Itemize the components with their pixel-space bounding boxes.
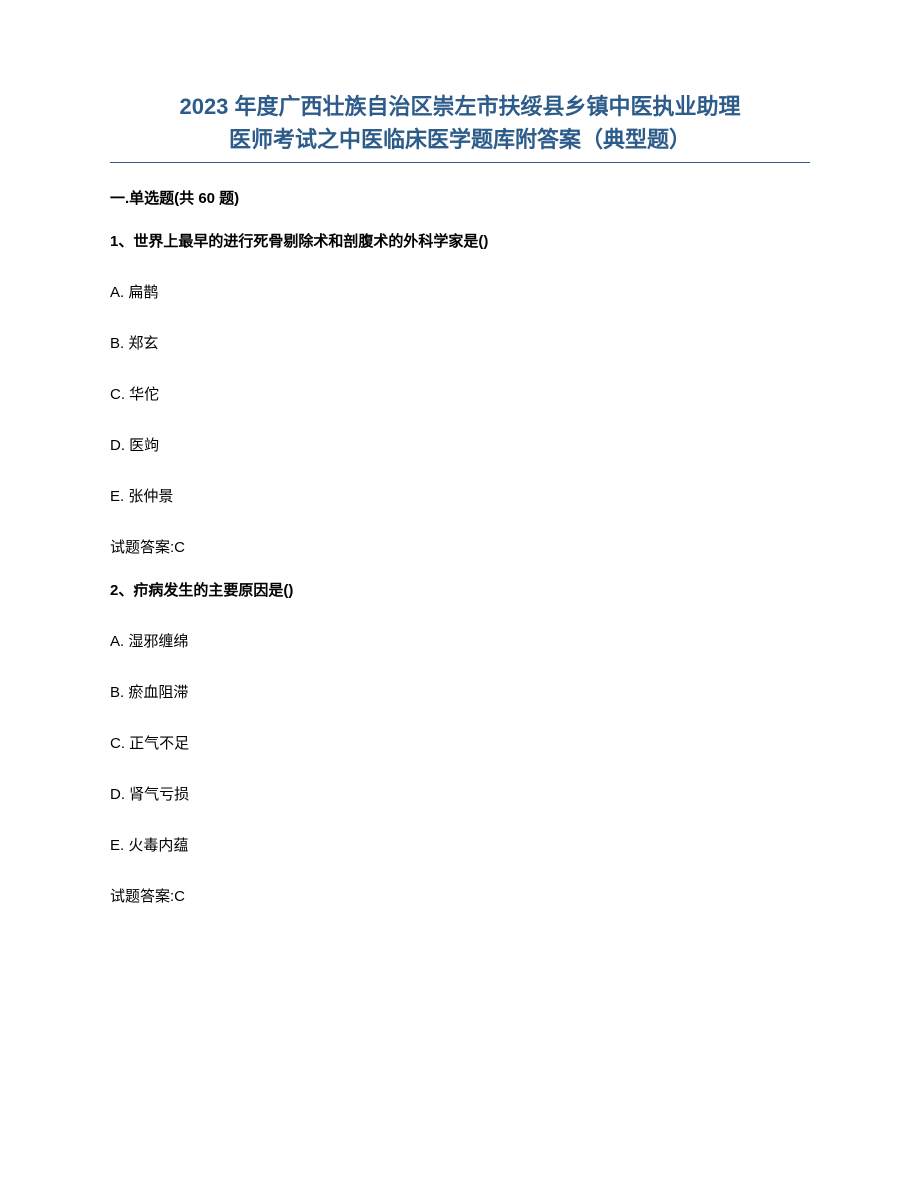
option-text: 医竘 bbox=[129, 437, 159, 454]
question-2-text: 2、疖病发生的主要原因是() bbox=[110, 579, 810, 600]
option-text: 瘀血阻滞 bbox=[128, 684, 188, 701]
answer-value: C bbox=[174, 888, 185, 905]
option-text: 扁鹊 bbox=[128, 284, 158, 301]
question-2-option-b: B. 瘀血阻滞 bbox=[110, 681, 810, 702]
option-label: E. bbox=[110, 837, 124, 854]
question-2-number: 2、 bbox=[110, 582, 133, 599]
question-1-option-e: E. 张仲景 bbox=[110, 485, 810, 506]
title-line-2: 医师考试之中医临床医学题库附答案（典型题） bbox=[110, 123, 810, 156]
option-label: B. bbox=[110, 684, 124, 701]
option-text: 火毒内蕴 bbox=[128, 837, 188, 854]
question-1-option-c: C. 华佗 bbox=[110, 383, 810, 404]
question-1-content: 世界上最早的进行死骨剔除术和剖腹术的外科学家是() bbox=[133, 233, 488, 250]
option-text: 张仲景 bbox=[128, 488, 173, 505]
question-1-answer: 试题答案:C bbox=[110, 536, 810, 557]
question-1-text: 1、世界上最早的进行死骨剔除术和剖腹术的外科学家是() bbox=[110, 230, 810, 251]
title-line-1: 2023 年度广西壮族自治区崇左市扶绥县乡镇中医执业助理 bbox=[110, 90, 810, 123]
question-2-content: 疖病发生的主要原因是() bbox=[133, 582, 293, 599]
option-text: 正气不足 bbox=[129, 735, 189, 752]
question-1-option-b: B. 郑玄 bbox=[110, 332, 810, 353]
section-header: 一.单选题(共 60 题) bbox=[110, 187, 810, 208]
option-label: A. bbox=[110, 284, 124, 301]
option-label: A. bbox=[110, 633, 124, 650]
question-2-option-e: E. 火毒内蕴 bbox=[110, 834, 810, 855]
question-2-option-c: C. 正气不足 bbox=[110, 732, 810, 753]
question-2-option-d: D. 肾气亏损 bbox=[110, 783, 810, 804]
question-1-option-a: A. 扁鹊 bbox=[110, 281, 810, 302]
option-label: D. bbox=[110, 437, 125, 454]
title-underline bbox=[110, 162, 810, 163]
option-label: C. bbox=[110, 386, 125, 403]
option-label: D. bbox=[110, 786, 125, 803]
answer-prefix: 试题答案: bbox=[110, 539, 174, 556]
question-1-number: 1、 bbox=[110, 233, 133, 250]
option-label: B. bbox=[110, 335, 124, 352]
question-2: 2、疖病发生的主要原因是() A. 湿邪缠绵 B. 瘀血阻滞 C. 正气不足 D… bbox=[110, 579, 810, 906]
question-2-answer: 试题答案:C bbox=[110, 885, 810, 906]
answer-prefix: 试题答案: bbox=[110, 888, 174, 905]
question-1-option-d: D. 医竘 bbox=[110, 434, 810, 455]
option-label: C. bbox=[110, 735, 125, 752]
option-label: E. bbox=[110, 488, 124, 505]
question-1: 1、世界上最早的进行死骨剔除术和剖腹术的外科学家是() A. 扁鹊 B. 郑玄 … bbox=[110, 230, 810, 557]
answer-value: C bbox=[174, 539, 185, 556]
question-2-option-a: A. 湿邪缠绵 bbox=[110, 630, 810, 651]
document-title: 2023 年度广西壮族自治区崇左市扶绥县乡镇中医执业助理 医师考试之中医临床医学… bbox=[110, 90, 810, 156]
option-text: 华佗 bbox=[129, 386, 159, 403]
option-text: 湿邪缠绵 bbox=[128, 633, 188, 650]
option-text: 郑玄 bbox=[128, 335, 158, 352]
option-text: 肾气亏损 bbox=[129, 786, 189, 803]
